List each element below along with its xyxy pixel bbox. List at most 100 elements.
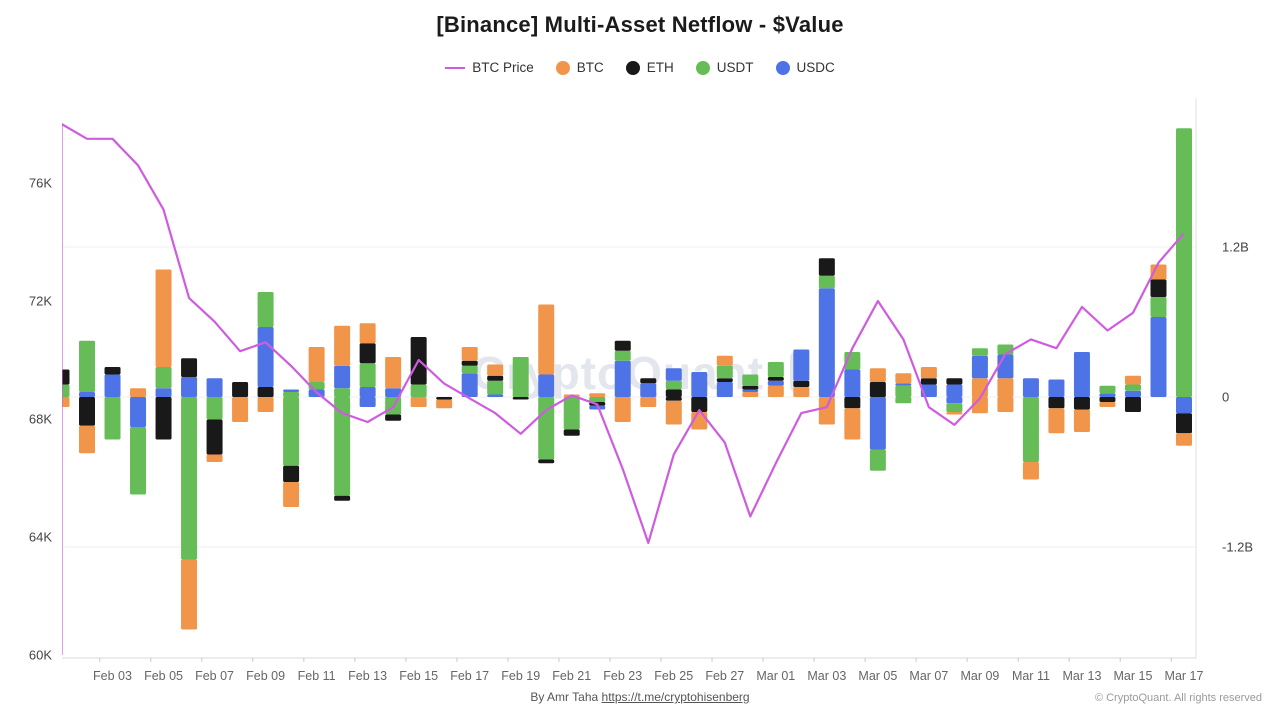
bar-segment-feb04-usdc: [130, 397, 147, 427]
bar-segment-mar10-btc: [997, 378, 1014, 397]
bar-segment-feb10-eth: [283, 465, 300, 482]
bar-segment-feb22-usdt: [589, 397, 606, 402]
bar-segment-mar01-usdc: [767, 380, 784, 386]
bar-segment-mar02-btc: [793, 387, 810, 397]
bar-segment-feb09-usdt: [257, 292, 274, 327]
bar-segment-feb01-usdt: [62, 384, 70, 397]
bar-segment-feb07-btc: [206, 454, 223, 462]
bar-segment-feb15-btc: [410, 397, 427, 407]
bar-segment-feb14-btc: [385, 357, 402, 389]
bar-segment-feb27-usdt: [716, 365, 733, 379]
legend-item-usdt[interactable]: USDT: [695, 60, 754, 75]
bar-segment-feb01-btc: [62, 397, 70, 407]
bar-segment-feb06-eth: [181, 358, 198, 377]
bar-segment-mar15-usdt: [1124, 384, 1141, 391]
bar-segment-feb02-btc: [79, 425, 96, 454]
x-axis-label: Feb 15: [399, 669, 438, 683]
bar-segment-feb12-eth: [334, 495, 351, 501]
legend-label: ETH: [646, 60, 674, 75]
bar-segment-mar17-btc: [1176, 433, 1192, 446]
bar-segment-feb07-eth: [206, 419, 223, 455]
bar-segment-feb12-usdt: [334, 397, 351, 496]
bar-segment-mar12-btc: [1048, 408, 1065, 434]
bar-segment-feb08-btc: [232, 397, 249, 422]
bar-segment-feb09-usdc: [257, 327, 274, 387]
bar-segment-feb19-usdt: [512, 357, 529, 397]
bar-segment-mar14-usdt: [1099, 385, 1116, 394]
bar-segment-feb27-eth: [716, 378, 733, 382]
bar-segment-mar05-usdt: [869, 449, 886, 471]
bar-segment-mar02-usdc: [793, 349, 810, 381]
bar-segment-mar12-usdc: [1048, 379, 1065, 397]
legend-item-usdc[interactable]: USDC: [775, 60, 835, 75]
bar-segment-feb19-eth: [512, 397, 529, 400]
bar-segment-feb28-usdt: [742, 374, 759, 386]
bar-segment-feb20-usdc: [538, 374, 555, 397]
x-axis-label: Mar 05: [858, 669, 897, 683]
bar-segment-feb18-usdt: [487, 380, 504, 395]
bar-segment-feb26-usdc: [691, 372, 708, 397]
bar-segment-feb06-usdt: [181, 397, 198, 560]
bar-segment-mar16-eth: [1150, 279, 1167, 297]
bar-segment-feb05-btc: [155, 269, 172, 367]
bar-segment-feb10-usdt: [283, 392, 300, 397]
x-axis-label: Mar 03: [807, 669, 846, 683]
bar-segment-feb12-usdc: [334, 365, 351, 389]
bar-segment-mar11-usdc: [1022, 378, 1039, 397]
bar-segment-feb04-btc: [130, 388, 147, 397]
bar-segment-feb13-usdt: [359, 363, 376, 387]
bar-segment-feb12-btc: [334, 325, 351, 366]
bar-segment-feb20-eth: [538, 459, 555, 464]
bar-segment-feb13-btc: [359, 323, 376, 344]
footer-credit: By Amr Taha https://t.me/cryptohisenberg: [0, 690, 1280, 704]
legend-item-btc-price[interactable]: BTC Price: [445, 60, 534, 75]
legend-item-btc[interactable]: BTC: [555, 60, 604, 75]
x-axis-label: Feb 23: [603, 669, 642, 683]
left-axis-label: 68K: [29, 412, 52, 427]
x-axis-label: Mar 17: [1165, 669, 1204, 683]
bar-segment-feb24-btc: [640, 397, 657, 407]
legend-item-eth[interactable]: ETH: [625, 60, 674, 75]
bar-segment-feb07-usdc: [206, 378, 223, 397]
bar-segment-feb28-eth: [742, 385, 759, 390]
bar-segment-feb03-usdt: [104, 397, 121, 440]
bar-segment-mar10-usdc: [997, 354, 1014, 379]
bar-segment-feb05-usdc: [155, 388, 172, 397]
bar-segment-mar10-btc: [997, 397, 1014, 412]
bar-segment-mar04-usdc: [844, 369, 861, 397]
bar-segment-mar03-btc: [818, 397, 835, 425]
bar-segment-mar09-usdc: [971, 355, 988, 379]
bar-segment-feb05-eth: [155, 397, 172, 440]
bar-segment-feb21-eth: [563, 429, 580, 436]
bar-segment-mar17-eth: [1176, 413, 1192, 434]
bar-segment-feb20-btc: [538, 304, 555, 375]
bar-segment-mar14-btc: [1099, 402, 1116, 407]
bar-segment-feb03-usdc: [104, 374, 121, 397]
bar-segment-feb24-eth: [640, 378, 657, 384]
bar-segment-feb05-usdt: [155, 367, 172, 389]
bar-segment-mar14-eth: [1099, 397, 1116, 402]
btc-swatch-icon: [555, 60, 570, 75]
bar-segment-feb25-usdc: [665, 368, 682, 381]
x-axis-label: Feb 13: [348, 669, 387, 683]
bar-segment-feb04-usdt: [130, 427, 147, 495]
bar-segment-mar11-usdt: [1022, 397, 1039, 462]
bar-segment-feb16-btc: [436, 399, 453, 409]
telegram-link[interactable]: https://t.me/cryptohisenberg: [601, 690, 750, 704]
price-line-layer: [62, 123, 1185, 655]
bar-segment-feb01-eth: [62, 369, 70, 385]
legend-label: USDC: [796, 60, 835, 75]
eth-swatch-icon: [625, 60, 640, 75]
bar-segment-feb09-btc: [257, 397, 274, 412]
x-axis-label: Mar 07: [909, 669, 948, 683]
bar-segment-feb02-usdc: [79, 392, 96, 397]
legend-label: BTC Price: [472, 60, 534, 75]
bar-segment-mar16-usdt: [1150, 297, 1167, 317]
bar-segment-feb02-usdt: [79, 340, 96, 392]
bar-segment-feb14-eth: [385, 414, 402, 421]
bar-segment-mar13-btc: [1073, 409, 1090, 432]
bar-segment-feb23-usdc: [614, 360, 631, 397]
left-axis-label: 76K: [29, 176, 52, 191]
